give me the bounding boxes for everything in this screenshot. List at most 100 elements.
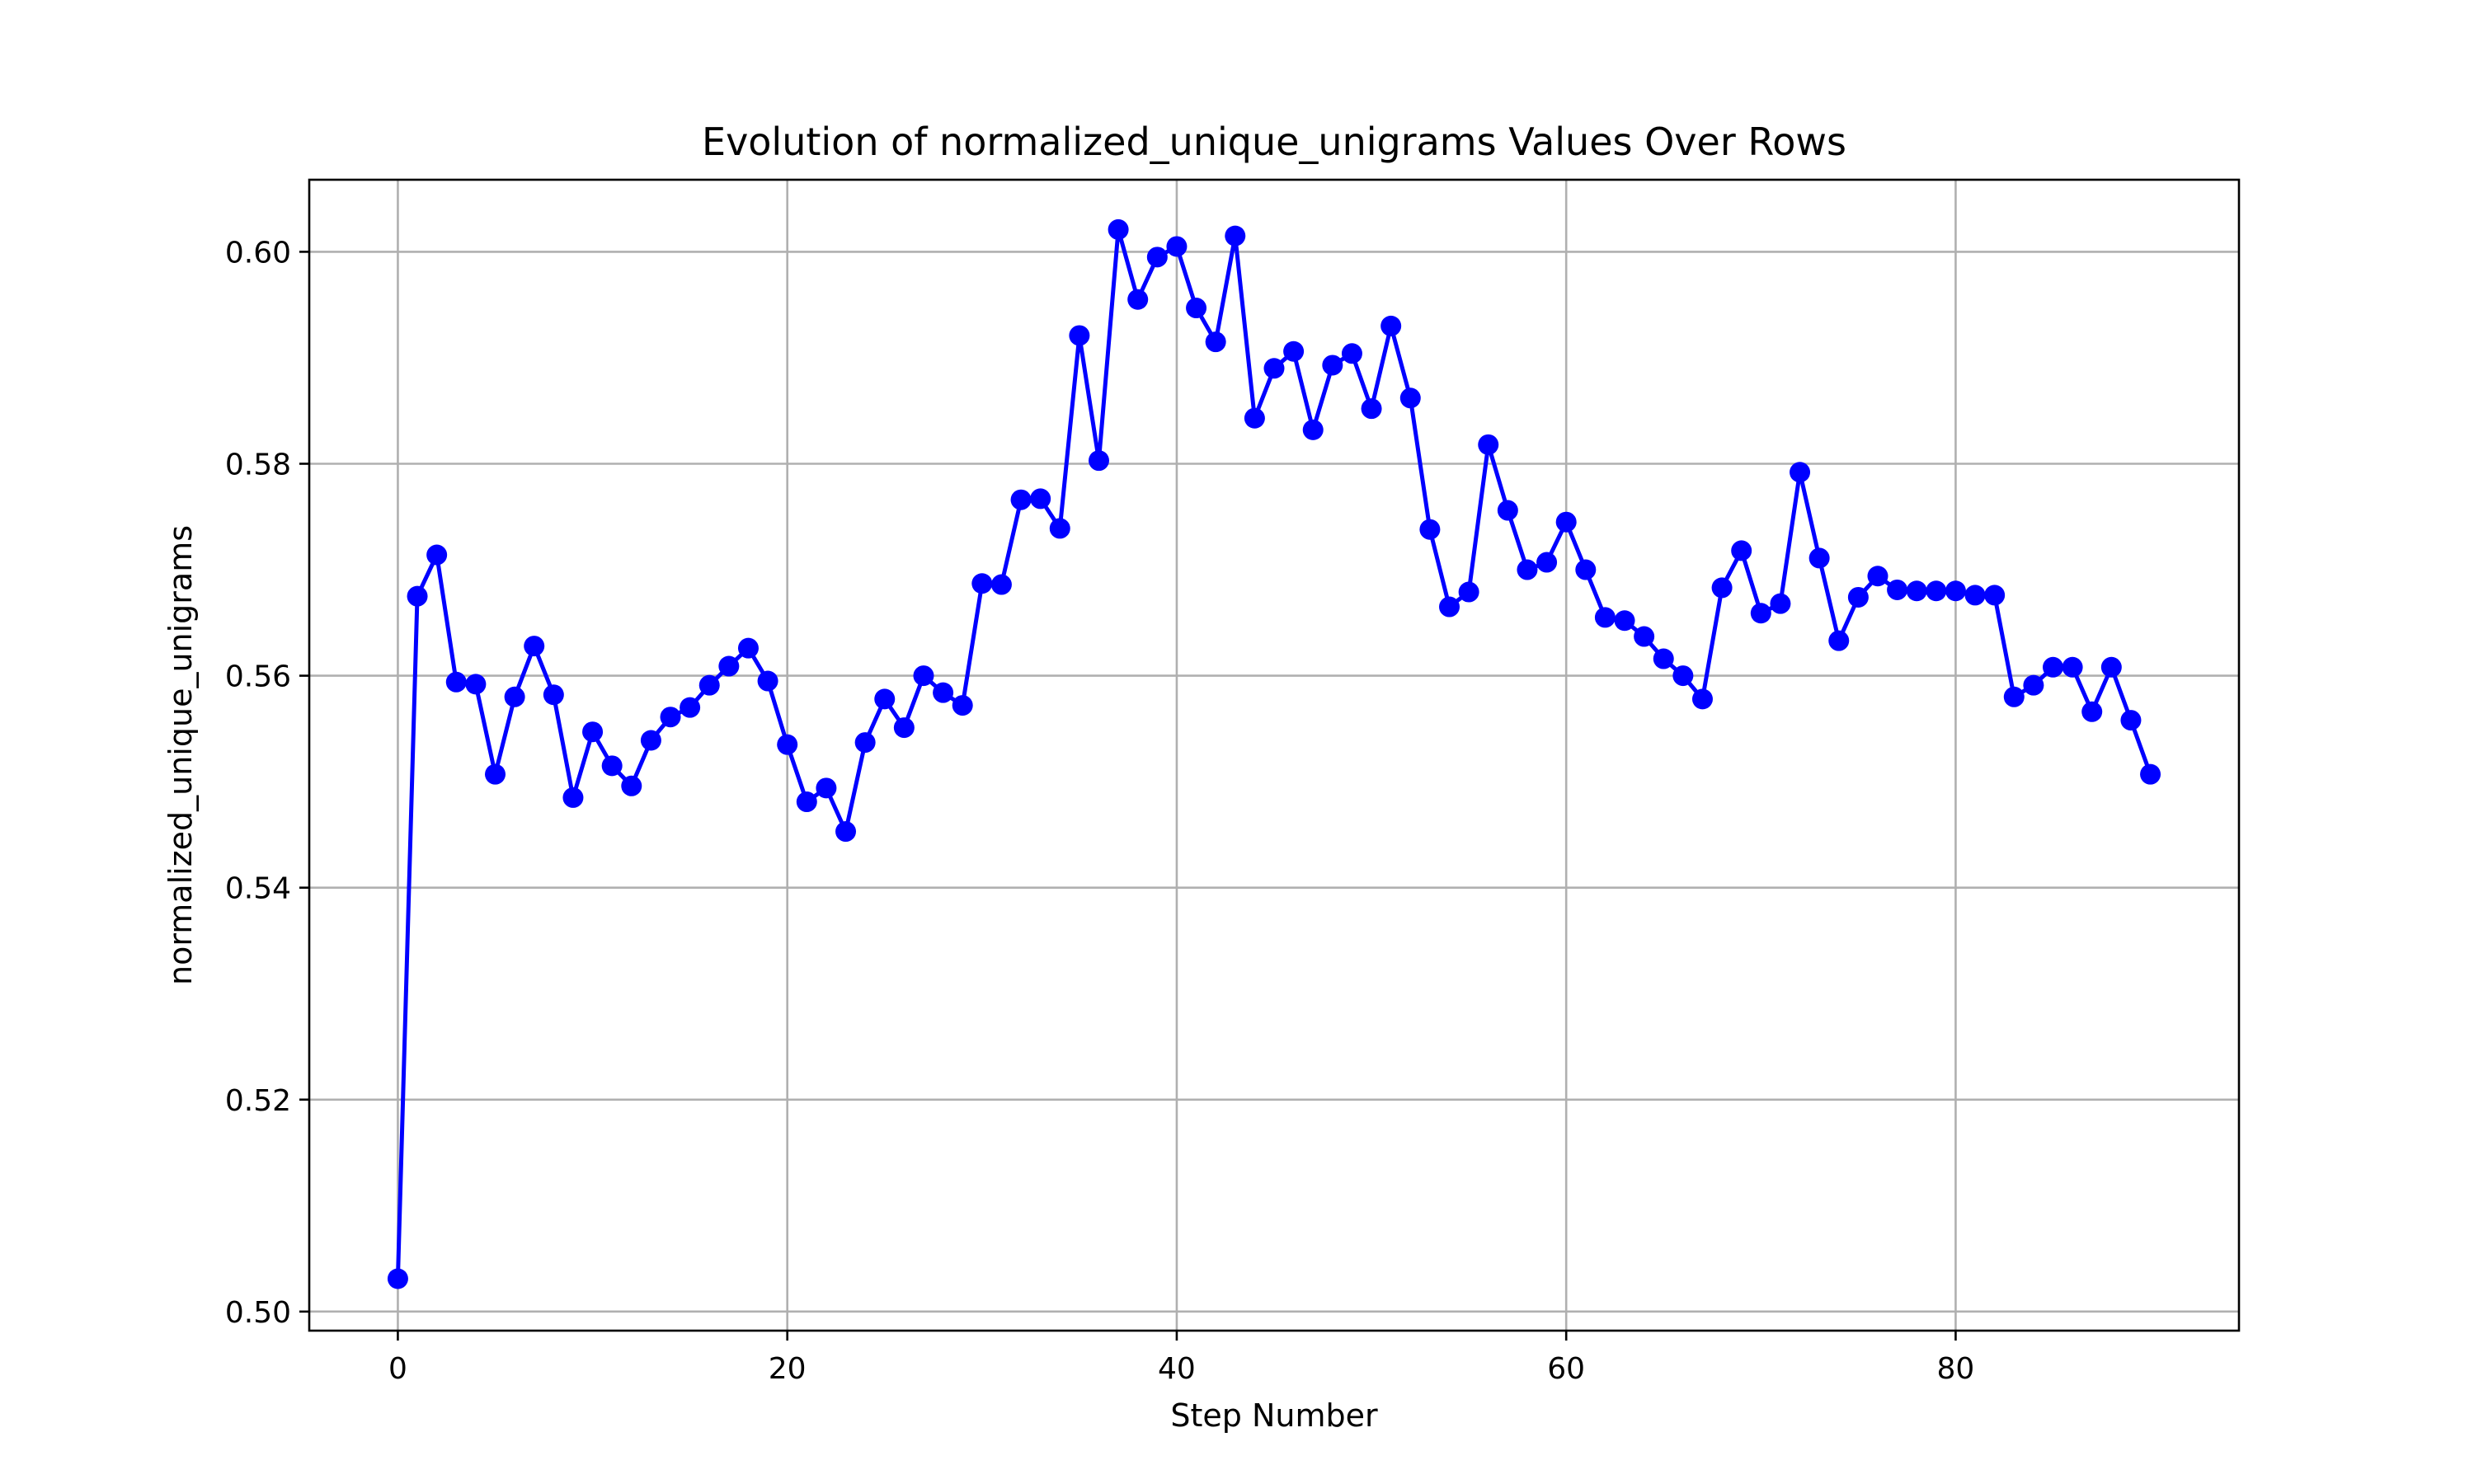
data-point (621, 775, 642, 796)
data-point (1283, 340, 1305, 362)
data-point (835, 821, 857, 843)
data-point (2120, 710, 2142, 731)
data-point (1964, 585, 1986, 606)
data-point (445, 671, 467, 693)
data-point (757, 670, 778, 692)
data-point (2043, 656, 2063, 678)
data-point (1458, 581, 1479, 603)
data-point (1380, 315, 1402, 336)
data-point (737, 637, 759, 659)
data-point (1634, 626, 1655, 647)
data-point (1691, 688, 1713, 710)
data-point (1984, 585, 2006, 606)
data-point (874, 688, 896, 710)
x-axis-label: Step Number (1170, 1397, 1378, 1434)
data-point (1322, 355, 1343, 376)
y-tick-label: 0.50 (225, 1296, 291, 1330)
data-point (1653, 648, 1674, 669)
data-point (1439, 596, 1460, 618)
data-point (1906, 580, 1927, 602)
data-point (1225, 225, 1246, 247)
data-point (1847, 586, 1869, 608)
data-point (543, 684, 564, 706)
data-point (1711, 577, 1733, 599)
data-point (1517, 559, 1538, 580)
data-point (1555, 511, 1577, 533)
data-point (971, 573, 993, 594)
data-point (1945, 580, 1966, 602)
data-point (1010, 489, 1032, 510)
y-tick-label: 0.52 (225, 1084, 291, 1118)
data-point (1108, 218, 1129, 240)
data-point (933, 682, 954, 703)
data-point (1790, 462, 1811, 483)
data-point (1341, 343, 1362, 364)
data-point (1088, 450, 1109, 472)
x-tick-label: 80 (1937, 1352, 1975, 1386)
data-point (485, 763, 506, 785)
data-point (1127, 289, 1149, 310)
data-point (2003, 686, 2025, 707)
data-point (387, 1268, 408, 1289)
x-tick-label: 40 (1158, 1352, 1196, 1386)
data-point (1808, 547, 1830, 569)
data-point (990, 574, 1012, 595)
data-point (2100, 656, 2122, 678)
data-point (1361, 398, 1382, 420)
data-point (816, 777, 837, 799)
data-point (1186, 298, 1207, 319)
data-point (952, 695, 973, 716)
data-series (387, 218, 2161, 1289)
data-point (1302, 419, 1324, 440)
data-point (2140, 763, 2161, 785)
data-point (1244, 407, 1265, 429)
data-point (2062, 656, 2083, 678)
chart-title: Evolution of normalized_unique_unigrams … (702, 120, 1846, 164)
data-point (913, 665, 934, 687)
y-axis-label: normalized_unique_unigrams (162, 525, 199, 985)
data-point (1926, 580, 1947, 602)
y-tick-label: 0.60 (225, 236, 291, 270)
data-point (1575, 559, 1597, 580)
data-point (1867, 566, 1888, 587)
data-point (504, 686, 525, 707)
y-tick-label: 0.54 (225, 872, 291, 906)
data-point (1030, 488, 1051, 510)
data-point (1594, 607, 1616, 628)
data-point (1770, 593, 1791, 614)
data-point (680, 697, 701, 718)
data-point (1497, 500, 1518, 521)
x-axis-ticks: 0 20 40 60 80 (388, 1331, 1974, 1386)
plot-area-background (309, 180, 2239, 1331)
data-point (698, 674, 720, 696)
plot-frame (308, 178, 2241, 1332)
y-tick-label: 0.58 (225, 448, 291, 482)
x-tick-label: 20 (769, 1352, 807, 1386)
data-point (601, 755, 623, 777)
y-axis-ticks: 0.50 0.52 0.54 0.56 0.58 0.60 (225, 236, 309, 1330)
data-point (524, 636, 545, 657)
data-point (2023, 674, 2044, 696)
data-point (465, 674, 487, 695)
data-point (796, 791, 817, 813)
data-point (1049, 518, 1070, 539)
data-point (2081, 701, 2103, 722)
data-point (1828, 630, 1850, 651)
y-tick-label: 0.56 (225, 660, 291, 694)
data-point (854, 732, 876, 754)
data-point (1399, 387, 1421, 409)
data-point (1419, 519, 1441, 540)
grid-lines (309, 180, 2239, 1331)
data-point (1478, 434, 1499, 455)
data-point (777, 734, 798, 755)
data-point (1614, 610, 1635, 632)
data-point (660, 707, 681, 728)
data-point (426, 544, 448, 566)
data-point (582, 721, 604, 743)
data-point (893, 717, 915, 739)
data-point (1146, 247, 1168, 268)
data-point (407, 585, 428, 607)
data-point (1166, 236, 1188, 257)
data-point (1069, 325, 1090, 346)
